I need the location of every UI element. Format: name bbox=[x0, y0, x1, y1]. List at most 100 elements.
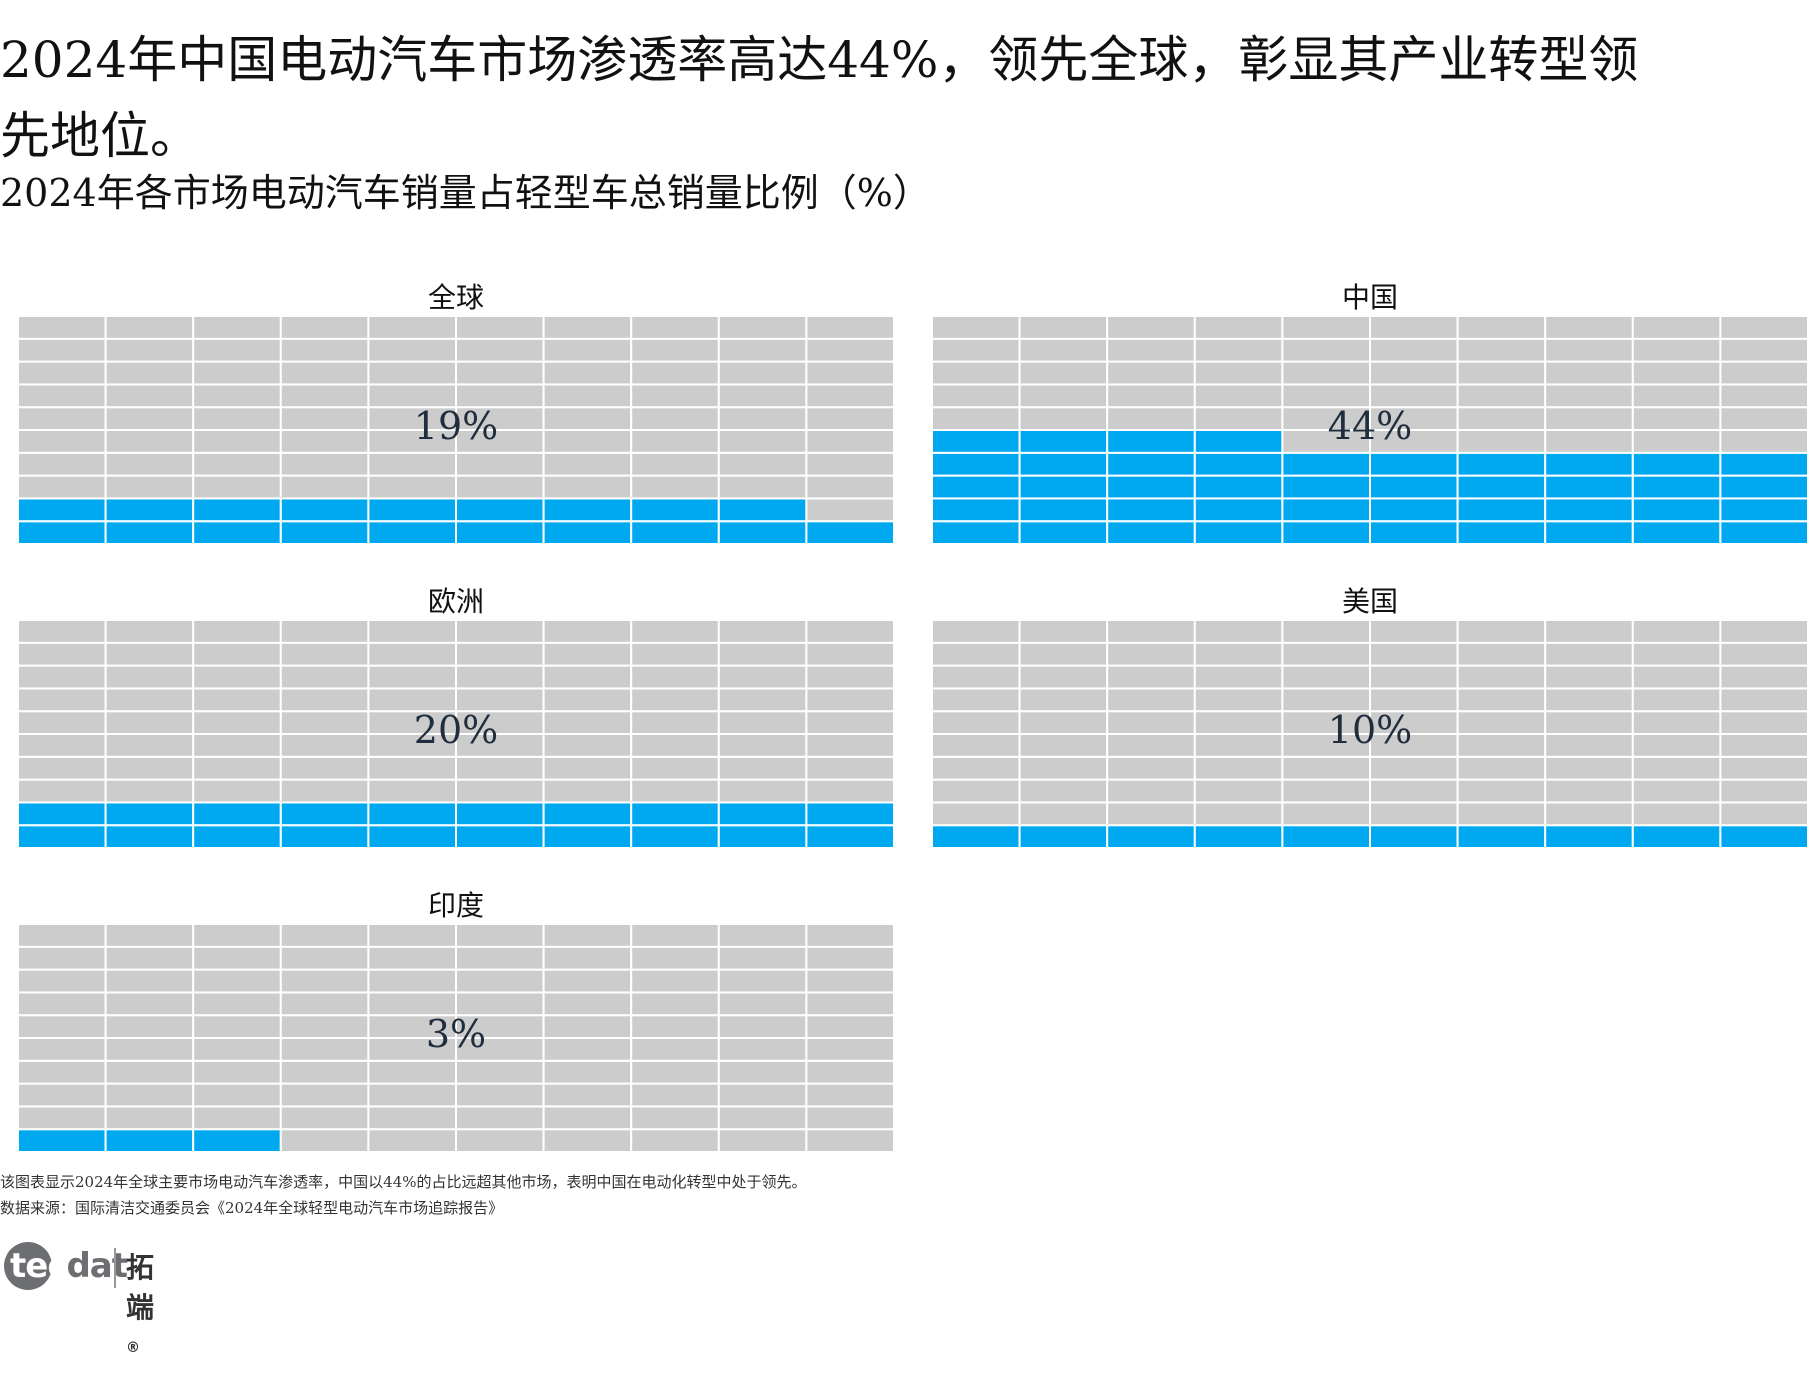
waffle-cell-empty bbox=[1281, 733, 1371, 758]
waffle-cell-filled bbox=[1193, 451, 1284, 477]
waffle-cell-empty bbox=[279, 316, 370, 340]
waffle-cell-filled bbox=[1018, 451, 1109, 477]
waffle-cell-empty bbox=[1456, 360, 1547, 386]
waffle-cell-filled bbox=[367, 520, 457, 544]
waffle-cell-empty bbox=[104, 1082, 195, 1108]
waffle-cell-empty bbox=[1018, 316, 1109, 340]
waffle-cell-filled bbox=[1106, 474, 1196, 500]
waffle-cell-empty bbox=[279, 1128, 370, 1152]
waffle-cell-empty bbox=[18, 474, 107, 500]
waffle-cell-filled bbox=[932, 474, 1021, 500]
panel-title: 中国 bbox=[1341, 281, 1398, 314]
waffle-cell-empty bbox=[932, 755, 1021, 781]
waffle-cell-empty bbox=[279, 1014, 370, 1039]
waffle-cell-empty bbox=[104, 687, 195, 713]
waffle-cell-empty bbox=[192, 620, 282, 644]
waffle-cell-empty bbox=[630, 1128, 720, 1152]
waffle-cell-filled bbox=[1018, 824, 1109, 848]
waffle-cell-empty bbox=[932, 778, 1021, 804]
waffle-cell-empty bbox=[717, 406, 808, 431]
waffle-cell-empty bbox=[104, 383, 195, 409]
waffle-cell-empty bbox=[1456, 406, 1547, 431]
waffle-cell-empty bbox=[542, 778, 633, 804]
waffle-cell-empty bbox=[1719, 687, 1808, 713]
waffle-cell-empty bbox=[805, 406, 894, 431]
waffle-cell-empty bbox=[455, 337, 545, 363]
waffle-cell-empty bbox=[630, 924, 720, 948]
waffle-cell-filled bbox=[367, 824, 457, 848]
waffle-cell-empty bbox=[542, 429, 633, 454]
waffle-cell-empty bbox=[630, 620, 720, 644]
waffle-cell-filled bbox=[1018, 497, 1109, 523]
waffle-cell-empty bbox=[455, 778, 545, 804]
waffle-cell-empty bbox=[18, 429, 107, 454]
waffle-cell-empty bbox=[455, 1128, 545, 1152]
waffle-cell-empty bbox=[1106, 316, 1196, 340]
waffle-cell-empty bbox=[104, 991, 195, 1017]
waffle-cell-empty bbox=[18, 406, 107, 431]
waffle-cell-empty bbox=[279, 337, 370, 363]
waffle-cell-empty bbox=[717, 1105, 808, 1131]
waffle-cell-empty bbox=[367, 945, 457, 971]
waffle-cell-empty bbox=[1719, 801, 1808, 827]
waffle-cell-empty bbox=[279, 968, 370, 994]
waffle-cell-empty bbox=[367, 429, 457, 454]
panel-3: 美国 10% bbox=[932, 584, 1808, 848]
waffle-cell-empty bbox=[1106, 733, 1196, 758]
waffle-cell-empty bbox=[192, 1037, 282, 1062]
waffle-cell-empty bbox=[104, 945, 195, 971]
waffle-cell-empty bbox=[1544, 360, 1634, 386]
waffle-cell-empty bbox=[630, 778, 720, 804]
waffle-cell-filled bbox=[1544, 824, 1634, 848]
waffle-cell-filled bbox=[717, 520, 808, 544]
waffle-cell-empty bbox=[630, 664, 720, 690]
waffle-cell-empty bbox=[542, 316, 633, 340]
waffle-cell-empty bbox=[367, 360, 457, 386]
waffle-cell-empty bbox=[279, 755, 370, 781]
waffle-cell-empty bbox=[367, 406, 457, 431]
waffle-cell-empty bbox=[279, 1059, 370, 1085]
waffle-cell-empty bbox=[717, 991, 808, 1017]
waffle-cell-empty bbox=[104, 360, 195, 386]
waffle-cell-filled bbox=[104, 801, 195, 827]
waffle-cell-empty bbox=[805, 755, 894, 781]
waffle-cell-empty bbox=[630, 316, 720, 340]
waffle-cell-filled bbox=[192, 824, 282, 848]
waffle-cell-filled bbox=[630, 801, 720, 827]
waffle-cell-empty bbox=[1631, 316, 1722, 340]
waffle-cell-filled bbox=[630, 520, 720, 544]
waffle-cell-filled bbox=[279, 824, 370, 848]
waffle-cell-empty bbox=[1544, 316, 1634, 340]
waffle-cell-filled bbox=[1106, 824, 1196, 848]
waffle-cell-empty bbox=[717, 1014, 808, 1039]
waffle-cell-empty bbox=[1544, 778, 1634, 804]
waffle-cell-filled bbox=[1281, 824, 1371, 848]
waffle-cell-empty bbox=[455, 1014, 545, 1039]
waffle-cell-filled bbox=[542, 497, 633, 523]
waffle-cell-empty bbox=[455, 474, 545, 500]
waffle-cell-filled bbox=[1631, 451, 1722, 477]
waffle-cell-filled bbox=[104, 497, 195, 523]
panel-0: 全球 19% bbox=[18, 280, 894, 544]
waffle-cell-empty bbox=[630, 406, 720, 431]
waffle-cell-empty bbox=[717, 620, 808, 644]
waffle-cell-empty bbox=[104, 924, 195, 948]
waffle-cell-empty bbox=[1193, 620, 1284, 644]
waffle-cell-filled bbox=[1018, 474, 1109, 500]
panel-title: 欧洲 bbox=[427, 585, 484, 618]
waffle-cell-empty bbox=[932, 801, 1021, 827]
waffle-cell-empty bbox=[1369, 801, 1459, 827]
waffle-cell-empty bbox=[805, 451, 894, 477]
waffle-cell-empty bbox=[542, 945, 633, 971]
waffle-cell-empty bbox=[1544, 383, 1634, 409]
waffle-cell-empty bbox=[1631, 664, 1722, 690]
waffle-cell-empty bbox=[279, 924, 370, 948]
waffle-cell-empty bbox=[1281, 755, 1371, 781]
waffle-cell-empty bbox=[717, 755, 808, 781]
waffle-cell-empty bbox=[542, 641, 633, 667]
waffle-grid bbox=[932, 316, 1808, 544]
waffle-cell-empty bbox=[367, 991, 457, 1017]
waffle-cell-empty bbox=[367, 1105, 457, 1131]
waffle-cell-empty bbox=[1193, 710, 1284, 735]
waffle-cell-filled bbox=[805, 801, 894, 827]
